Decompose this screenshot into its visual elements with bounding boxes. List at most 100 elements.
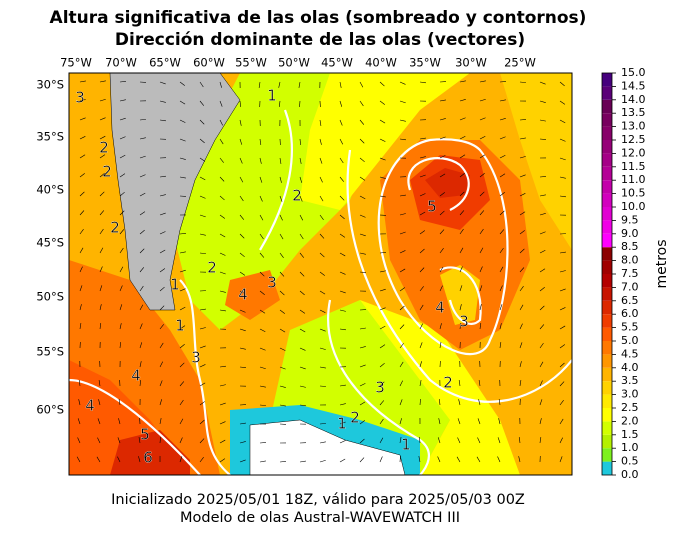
colorbar-tick-label: 3.5 — [621, 374, 639, 387]
lon-label: 65°W — [149, 56, 181, 70]
colorbar-swatch — [602, 86, 612, 99]
lat-label: 55°S — [36, 345, 64, 359]
lon-label: 75°W — [60, 56, 92, 70]
lon-label: 55°W — [235, 56, 267, 70]
contour-label: 3 — [267, 274, 277, 292]
contour-label: 3 — [459, 313, 469, 331]
colorbar-swatch — [602, 234, 612, 247]
contour-label: 3 — [75, 89, 85, 107]
lon-label: 45°W — [321, 56, 353, 70]
contour-label: 4 — [435, 299, 445, 317]
colorbar-swatch — [602, 167, 612, 180]
title-line: Dirección dominante de las olas (vectore… — [115, 30, 525, 50]
colorbar-tick-label: 13.0 — [621, 120, 646, 133]
contour-label: 5 — [427, 198, 437, 216]
colorbar-swatch — [602, 354, 612, 367]
lat-label: 40°S — [36, 183, 64, 197]
lon-label: 50°W — [278, 56, 310, 70]
contour-label: 6 — [143, 449, 153, 467]
colorbar-swatch — [602, 462, 612, 475]
colorbar-tick-label: 5.5 — [621, 321, 639, 334]
contour-label: 2 — [350, 409, 360, 427]
colorbar-swatch — [602, 73, 612, 86]
footer-line: Modelo de olas Austral-WAVEWATCH III — [180, 510, 460, 526]
colorbar-tick-label: 15.0 — [621, 66, 646, 79]
contour-label: 2 — [110, 219, 120, 237]
colorbar-swatch — [602, 408, 612, 421]
colorbar-tick-label: 6.5 — [621, 294, 639, 307]
colorbar-swatch — [602, 261, 612, 274]
colorbar-swatch — [602, 328, 612, 341]
contour-label: 2 — [99, 139, 109, 157]
colorbar-swatch — [602, 421, 612, 434]
title-line: Altura significativa de las olas (sombre… — [50, 8, 587, 28]
contour-label: 2 — [207, 259, 217, 277]
colorbar-swatch — [602, 395, 612, 408]
colorbar-tick-label: 0.0 — [621, 468, 639, 481]
colorbar-swatch — [602, 220, 612, 233]
colorbar-tick-label: 12.5 — [621, 133, 646, 146]
lat-label: 30°S — [36, 78, 64, 92]
colorbar-tick-label: 7.0 — [621, 280, 639, 293]
colorbar-tick-label: 11.5 — [621, 160, 646, 173]
colorbar-swatch — [602, 194, 612, 207]
colorbar-swatch — [602, 314, 612, 327]
colorbar-tick-label: 10.0 — [621, 200, 646, 213]
lon-label: 35°W — [409, 56, 441, 70]
contour-label: 1 — [267, 87, 277, 105]
contour-label: 1 — [170, 276, 180, 294]
contour-label: 2 — [292, 187, 302, 205]
colorbar-swatch — [602, 247, 612, 260]
colorbar-swatch — [602, 448, 612, 461]
colorbar-tick-label: 3.0 — [621, 388, 639, 401]
colorbar-tick-label: 1.0 — [621, 441, 639, 454]
contour-label: 4 — [238, 286, 248, 304]
colorbar-tick-label: 2.0 — [621, 414, 639, 427]
colorbar-swatch — [602, 100, 612, 113]
lat-label: 60°S — [36, 403, 64, 417]
colorbar-swatch — [602, 287, 612, 300]
contour-label: 2 — [102, 163, 112, 181]
lon-label: 40°W — [365, 56, 397, 70]
colorbar-swatch — [602, 207, 612, 220]
colorbar-tick-label: 6.0 — [621, 307, 639, 320]
colorbar-tick-label: 9.0 — [621, 227, 639, 240]
contour-label: 3 — [191, 349, 201, 367]
colorbar-swatch — [602, 140, 612, 153]
colorbar-tick-label: 5.0 — [621, 334, 639, 347]
lon-label: 70°W — [105, 56, 137, 70]
colorbar-swatch — [602, 381, 612, 394]
contour-label: 4 — [131, 367, 141, 385]
colorbar-tick-label: 14.5 — [621, 79, 646, 92]
colorbar-swatch — [602, 153, 612, 166]
colorbar-tick-label: 0.5 — [621, 455, 639, 468]
colorbar-swatch — [602, 113, 612, 126]
lon-label: 30°W — [455, 56, 487, 70]
colorbar-label: metros — [654, 239, 670, 288]
colorbar-tick-label: 8.5 — [621, 240, 639, 253]
colorbar-tick-label: 2.5 — [621, 401, 639, 414]
colorbar-swatch — [602, 180, 612, 193]
contour-label: 1 — [337, 415, 347, 433]
lat-label: 50°S — [36, 290, 64, 304]
footer-line: Inicializado 2025/05/01 18Z, válido para… — [111, 492, 525, 508]
colorbar-swatch — [602, 341, 612, 354]
contour-label: 3 — [375, 379, 385, 397]
colorbar-swatch — [602, 127, 612, 140]
colorbar-tick-label: 4.5 — [621, 347, 639, 360]
colorbar-tick-label: 4.0 — [621, 361, 639, 374]
map-field — [69, 73, 572, 475]
colorbar-tick-label: 14.0 — [621, 93, 646, 106]
contour-label: 4 — [85, 397, 95, 415]
colorbar-tick-label: 13.5 — [621, 106, 646, 119]
lon-label: 60°W — [193, 56, 225, 70]
contour-label: 2 — [443, 374, 453, 392]
colorbar-tick-label: 1.5 — [621, 428, 639, 441]
colorbar-tick-label: 8.0 — [621, 254, 639, 267]
lat-label: 45°S — [36, 236, 64, 250]
colorbar-swatch — [602, 274, 612, 287]
colorbar-swatch — [602, 301, 612, 314]
contour-label: 5 — [140, 426, 150, 444]
